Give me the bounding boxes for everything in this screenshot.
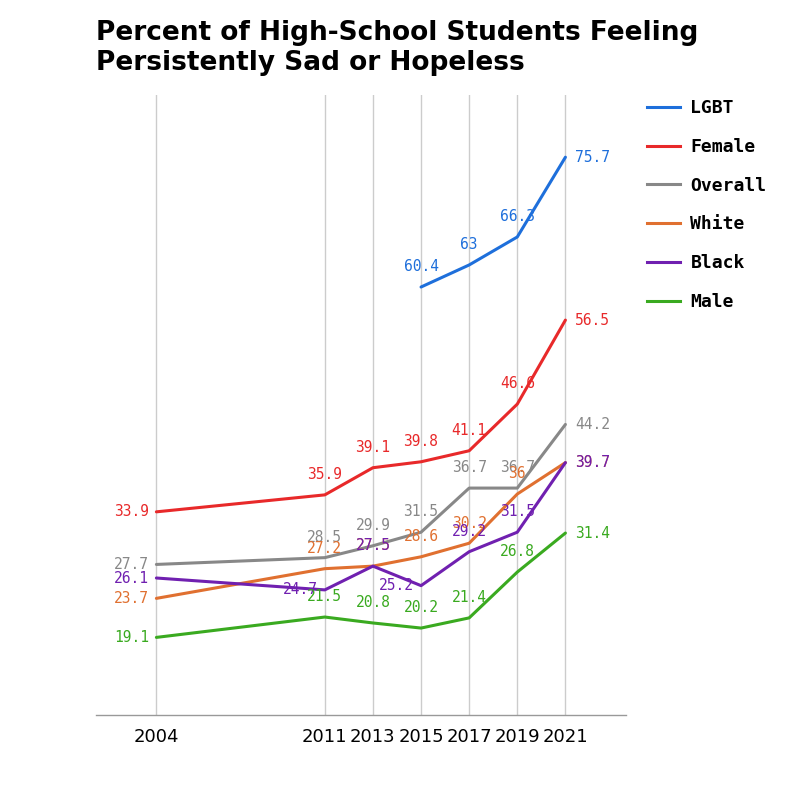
Text: 36.7: 36.7 bbox=[500, 461, 535, 476]
Text: 31.4: 31.4 bbox=[575, 526, 610, 541]
Text: 28.6: 28.6 bbox=[403, 529, 439, 544]
Text: 27.5: 27.5 bbox=[355, 538, 391, 553]
Text: 26.8: 26.8 bbox=[500, 545, 535, 559]
Text: 66.3: 66.3 bbox=[500, 210, 535, 224]
Text: 20.8: 20.8 bbox=[355, 596, 391, 611]
Text: 30.2: 30.2 bbox=[452, 515, 487, 530]
Text: 41.1: 41.1 bbox=[452, 423, 487, 438]
Text: 46.6: 46.6 bbox=[500, 376, 535, 391]
Legend: LGBT, Female, Overall, White, Black, Male: LGBT, Female, Overall, White, Black, Mal… bbox=[640, 92, 774, 318]
Text: 63: 63 bbox=[460, 237, 478, 252]
Text: Percent of High-School Students Feeling
Persistently Sad or Hopeless: Percent of High-School Students Feeling … bbox=[96, 21, 699, 76]
Text: 29.9: 29.9 bbox=[355, 518, 391, 533]
Text: 27.5: 27.5 bbox=[355, 538, 391, 553]
Text: 28.5: 28.5 bbox=[307, 530, 342, 545]
Text: 35.9: 35.9 bbox=[307, 467, 342, 482]
Text: 23.7: 23.7 bbox=[114, 591, 149, 606]
Text: 60.4: 60.4 bbox=[403, 260, 439, 274]
Text: 39.1: 39.1 bbox=[355, 440, 391, 455]
Text: 36.7: 36.7 bbox=[452, 461, 487, 476]
Text: 56.5: 56.5 bbox=[575, 313, 610, 328]
Text: 21.5: 21.5 bbox=[307, 589, 342, 604]
Text: 75.7: 75.7 bbox=[575, 150, 610, 164]
Text: 27.7: 27.7 bbox=[114, 557, 149, 572]
Text: 24.7: 24.7 bbox=[282, 582, 318, 597]
Text: 21.4: 21.4 bbox=[452, 590, 487, 605]
Text: 44.2: 44.2 bbox=[575, 417, 610, 432]
Text: 19.1: 19.1 bbox=[114, 630, 149, 645]
Text: 39.7: 39.7 bbox=[575, 455, 610, 470]
Text: 29.2: 29.2 bbox=[452, 524, 487, 539]
Text: 20.2: 20.2 bbox=[403, 600, 439, 615]
Text: 39.8: 39.8 bbox=[403, 434, 439, 449]
Text: 31.5: 31.5 bbox=[500, 504, 535, 519]
Text: 36: 36 bbox=[508, 466, 526, 481]
Text: 33.9: 33.9 bbox=[114, 504, 149, 519]
Text: 27.2: 27.2 bbox=[307, 541, 342, 556]
Text: 25.2: 25.2 bbox=[379, 578, 414, 593]
Text: 39.7: 39.7 bbox=[575, 455, 610, 470]
Text: 26.1: 26.1 bbox=[114, 571, 149, 585]
Text: 31.5: 31.5 bbox=[403, 504, 439, 519]
